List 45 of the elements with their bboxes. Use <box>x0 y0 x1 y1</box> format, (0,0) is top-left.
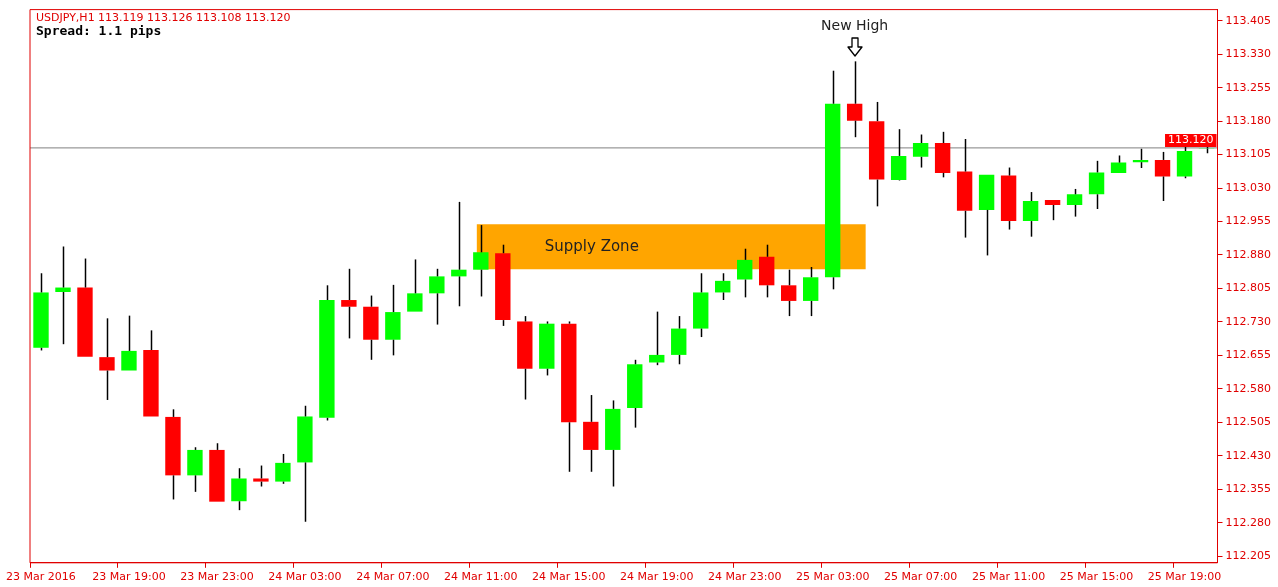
x-tick-label: 24 Mar 19:00 <box>620 570 694 584</box>
x-tick-label: 24 Mar 11:00 <box>444 570 518 584</box>
y-tick-label: 113.405 <box>1225 13 1272 27</box>
candlestick <box>583 394 599 473</box>
y-tick-label: 112.430 <box>1225 448 1272 462</box>
y-tick-label: 113.330 <box>1225 47 1272 61</box>
candlestick <box>451 201 467 308</box>
x-tick-label: 25 Mar 07:00 <box>883 570 958 584</box>
candlestick <box>341 268 357 340</box>
x-tick-label: 23 Mar 23:00 <box>180 570 254 584</box>
y-tick-label: 113.180 <box>1225 113 1272 127</box>
x-tick-label: 25 Mar 15:00 <box>1059 570 1134 584</box>
y-tick-label: 112.805 <box>1225 281 1272 295</box>
annotation: New High <box>821 16 889 33</box>
x-tick-label: 24 Mar 07:00 <box>356 570 430 584</box>
annotation: USDJPY,H1 113.119 113.126 113.108 113.120 <box>36 10 291 24</box>
y-tick-label: 112.505 <box>1225 415 1272 429</box>
x-tick-label: 24 Mar 23:00 <box>707 570 782 584</box>
y-tick-label: 112.280 <box>1225 515 1272 529</box>
y-tick-label: 112.880 <box>1225 247 1272 261</box>
x-tick-label: 23 Mar 19:00 <box>92 570 166 584</box>
y-tick-label: 113.030 <box>1225 180 1272 194</box>
x-tick-label: 24 Mar 15:00 <box>532 570 606 584</box>
y-tick-label: 112.205 <box>1225 548 1272 562</box>
y-tick-label: 113.255 <box>1225 80 1272 94</box>
x-tick-label: 25 Mar 19:00 <box>1147 570 1222 584</box>
x-tick-label: 24 Mar 03:00 <box>268 570 342 584</box>
ref-line-label: 113.120 <box>1168 133 1214 147</box>
x-tick-label: 23 Mar 2016 <box>6 570 76 584</box>
candlestick <box>473 224 489 298</box>
y-tick-label: 113.105 <box>1225 147 1272 161</box>
candlestick <box>99 317 115 401</box>
y-tick-label: 112.655 <box>1225 348 1272 362</box>
candlestick <box>55 245 71 345</box>
candlestick <box>868 101 885 208</box>
y-tick-label: 112.355 <box>1225 482 1272 496</box>
y-tick-label: 112.580 <box>1225 381 1272 395</box>
candlestick <box>956 138 973 239</box>
annotation: Spread: 1.1 pips <box>36 23 162 39</box>
band-label: Supply Zone <box>544 236 639 255</box>
x-tick-label: 25 Mar 11:00 <box>971 570 1046 584</box>
x-tick-label: 25 Mar 03:00 <box>795 570 870 584</box>
y-tick-label: 112.730 <box>1225 314 1272 328</box>
candlestick <box>561 320 577 473</box>
y-tick-label: 112.955 <box>1225 214 1272 228</box>
